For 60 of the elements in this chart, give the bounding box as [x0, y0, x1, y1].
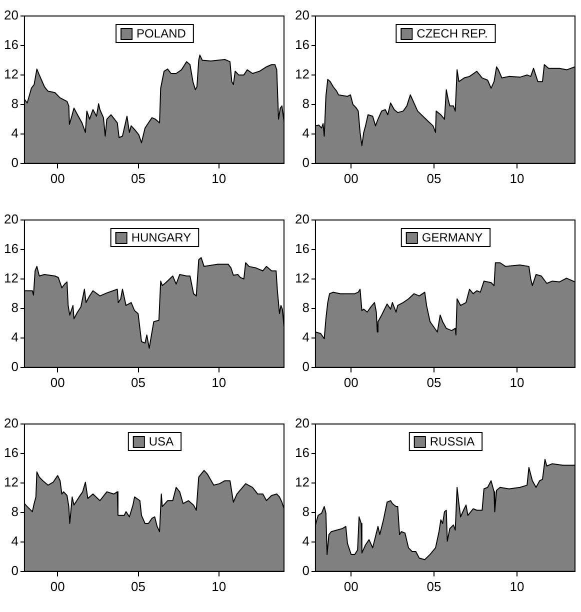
y-tick-label: 8: [302, 96, 310, 112]
y-tick-label: 16: [4, 445, 18, 460]
y-tick-label: 16: [294, 241, 310, 256]
y-tick-label: 4: [11, 534, 18, 548]
y-tick-label: 4: [302, 330, 310, 344]
x-tick-label: 00: [50, 170, 65, 186]
y-tick-label: 8: [302, 300, 310, 316]
y-tick-label: 20: [294, 212, 310, 227]
y-tick-label: 8: [302, 504, 310, 520]
legend-label: POLAND: [136, 26, 186, 40]
y-tick-label: 0: [302, 358, 310, 374]
x-tick-label: 00: [344, 578, 358, 594]
y-tick-label: 0: [302, 562, 310, 578]
y-tick-label: 8: [11, 504, 18, 520]
legend-label: HUNGARY: [131, 230, 192, 244]
x-tick-label: 05: [131, 578, 146, 594]
x-tick-label: 05: [426, 170, 442, 186]
y-tick-label: 16: [4, 241, 18, 256]
y-tick-label: 12: [294, 270, 310, 286]
y-tick-label: 20: [294, 416, 310, 431]
y-tick-label: 12: [4, 66, 18, 82]
x-tick-label: 00: [50, 374, 65, 390]
y-tick-label: 4: [302, 126, 310, 140]
y-tick-label: 20: [4, 416, 18, 431]
y-tick-label: 16: [4, 37, 18, 52]
y-tick-label: 0: [11, 358, 18, 374]
y-tick-label: 0: [11, 154, 18, 170]
x-tick-label: 00: [344, 170, 358, 186]
y-tick-label: 16: [294, 37, 310, 52]
y-tick-label: 4: [11, 330, 18, 344]
y-tick-label: 8: [11, 300, 18, 316]
x-tick-label: 00: [50, 578, 65, 594]
x-tick-label: 05: [131, 374, 146, 390]
y-tick-label: 12: [294, 474, 310, 490]
y-tick-label: 12: [4, 474, 18, 490]
y-tick-label: 4: [11, 126, 18, 140]
y-tick-label: 20: [294, 8, 310, 23]
legend-label: CZECH REP.: [416, 26, 488, 40]
x-tick-label: 10: [510, 374, 524, 390]
x-tick-label: 10: [212, 170, 226, 186]
y-tick-label: 12: [4, 270, 18, 286]
y-tick-label: 12: [294, 66, 310, 82]
x-tick-label: 10: [510, 170, 524, 186]
y-tick-label: 0: [302, 154, 310, 170]
y-tick-label: 8: [11, 96, 18, 112]
x-tick-label: 10: [212, 578, 226, 594]
x-tick-label: 05: [426, 374, 442, 390]
y-tick-label: 20: [4, 212, 18, 227]
x-tick-label: 05: [131, 170, 146, 186]
legend-label: USA: [148, 434, 174, 448]
y-tick-label: 0: [11, 562, 18, 578]
x-tick-label: 00: [344, 374, 358, 390]
y-tick-label: 20: [4, 8, 18, 23]
x-tick-label: 05: [426, 578, 442, 594]
legend-label: GERMANY: [422, 230, 483, 244]
y-tick-label: 16: [294, 445, 310, 460]
x-tick-label: 10: [212, 374, 226, 390]
y-tick-label: 4: [302, 534, 310, 548]
legend-label: RUSSIA: [430, 434, 475, 448]
x-tick-label: 10: [510, 578, 524, 594]
